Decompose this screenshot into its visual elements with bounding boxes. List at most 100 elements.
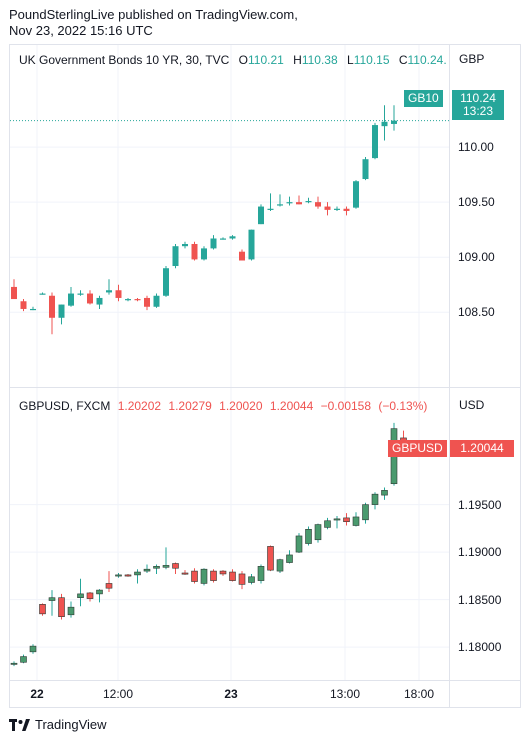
candle[interactable] (115, 572, 122, 578)
candle[interactable] (96, 589, 103, 603)
top-last-price: 110.24 (460, 91, 496, 105)
candle-body (77, 593, 84, 598)
candle[interactable] (295, 533, 303, 554)
high-label: H (293, 53, 302, 67)
candle[interactable] (172, 243, 179, 269)
candle[interactable] (67, 601, 75, 618)
candle[interactable] (48, 590, 56, 616)
candle[interactable] (343, 206, 350, 216)
candle[interactable] (29, 644, 37, 654)
candle[interactable] (343, 513, 350, 526)
candle[interactable] (125, 297, 131, 302)
candle[interactable] (153, 293, 160, 308)
candle[interactable] (134, 297, 141, 302)
candle[interactable] (182, 241, 188, 249)
candle-body (381, 490, 388, 496)
candle[interactable] (191, 568, 198, 584)
candle[interactable] (248, 573, 255, 585)
candle[interactable] (124, 573, 132, 577)
candle[interactable] (200, 568, 208, 586)
candle[interactable] (277, 194, 283, 207)
candle[interactable] (11, 279, 17, 300)
candle[interactable] (68, 286, 74, 307)
candle[interactable] (334, 206, 340, 211)
candle[interactable] (10, 661, 18, 667)
candle[interactable] (305, 526, 312, 546)
candle[interactable] (219, 570, 227, 576)
candle[interactable] (267, 545, 274, 572)
publisher-line: PoundSterlingLive published on TradingVi… (9, 7, 298, 22)
candle[interactable] (86, 591, 94, 602)
candle[interactable] (58, 304, 65, 325)
candle[interactable] (333, 516, 341, 529)
candle[interactable] (220, 237, 226, 240)
candle[interactable] (181, 570, 189, 575)
candle[interactable] (286, 196, 293, 206)
candle[interactable] (39, 292, 46, 295)
candle-body (115, 574, 122, 577)
candle[interactable] (20, 299, 27, 312)
candle[interactable] (257, 564, 265, 584)
candle[interactable] (153, 564, 160, 574)
candle[interactable] (315, 196, 321, 209)
candle[interactable] (296, 195, 302, 205)
candle[interactable] (248, 229, 255, 261)
candle[interactable] (314, 523, 322, 543)
candle[interactable] (381, 105, 388, 141)
candle[interactable] (30, 306, 36, 311)
candle[interactable] (352, 512, 360, 527)
candle[interactable] (267, 193, 274, 211)
candle[interactable] (210, 569, 217, 583)
candle[interactable] (20, 654, 27, 664)
candle[interactable] (134, 569, 141, 584)
candle[interactable] (39, 603, 46, 616)
candle[interactable] (172, 562, 179, 574)
chart-canvas[interactable] (10, 45, 449, 680)
candle-body (134, 299, 141, 301)
candle-body (143, 568, 151, 572)
candle[interactable] (106, 279, 112, 295)
candle[interactable] (238, 571, 246, 590)
candle[interactable] (77, 578, 84, 607)
candle[interactable] (143, 564, 151, 573)
candle[interactable] (286, 550, 293, 564)
candle[interactable] (105, 571, 113, 592)
candle[interactable] (162, 547, 170, 570)
ytick-bottom-label: 1.18000 (458, 640, 502, 655)
candle[interactable] (144, 295, 150, 311)
candle[interactable] (239, 249, 245, 261)
candle[interactable] (115, 284, 122, 302)
candle[interactable] (191, 241, 198, 261)
candle[interactable] (371, 492, 379, 510)
candle[interactable] (324, 517, 331, 530)
candle[interactable] (276, 558, 284, 573)
candle[interactable] (391, 105, 397, 131)
candle[interactable] (258, 204, 264, 225)
candle-body (305, 529, 312, 544)
candle-body (324, 520, 331, 528)
time-axis-divider (9, 680, 521, 681)
candle-body (153, 295, 160, 307)
top-last-price-box: 110.24 13:23 (452, 90, 504, 120)
candle[interactable] (362, 156, 369, 181)
candle[interactable] (305, 197, 312, 204)
candle[interactable] (77, 290, 84, 296)
candle[interactable] (210, 235, 217, 250)
candle[interactable] (96, 295, 103, 309)
candle[interactable] (163, 266, 169, 297)
candle[interactable] (372, 122, 378, 160)
candle[interactable] (87, 290, 93, 305)
candle[interactable] (324, 202, 331, 216)
candle[interactable] (381, 487, 388, 500)
candle[interactable] (49, 292, 55, 335)
footer-branding[interactable]: TradingView (9, 717, 107, 732)
candle[interactable] (362, 502, 369, 524)
candle[interactable] (229, 569, 236, 582)
pane-divider[interactable] (9, 387, 521, 388)
candle[interactable] (229, 235, 236, 240)
candle-body (172, 563, 179, 569)
candle[interactable] (201, 246, 207, 261)
candle[interactable] (353, 180, 359, 209)
candle-body (200, 568, 208, 584)
candle[interactable] (58, 593, 65, 620)
